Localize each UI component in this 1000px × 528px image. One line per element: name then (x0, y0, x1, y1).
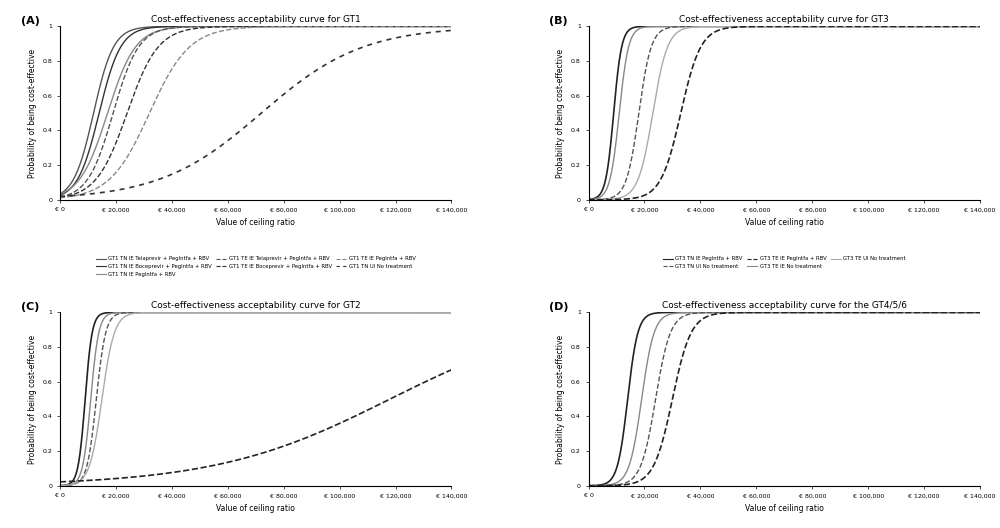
Y-axis label: Probability of being cost-effective: Probability of being cost-effective (556, 335, 565, 464)
X-axis label: Value of ceiling ratio: Value of ceiling ratio (745, 218, 824, 227)
Title: Cost-effectiveness acceptability curve for the GT4/5/6: Cost-effectiveness acceptability curve f… (662, 301, 907, 310)
Text: (D): (D) (549, 302, 569, 312)
X-axis label: Value of ceiling ratio: Value of ceiling ratio (216, 504, 295, 513)
Text: (B): (B) (549, 16, 568, 26)
Title: Cost-effectiveness acceptability curve for GT1: Cost-effectiveness acceptability curve f… (151, 15, 361, 24)
X-axis label: Value of ceiling ratio: Value of ceiling ratio (216, 218, 295, 227)
Y-axis label: Probability of being cost-effective: Probability of being cost-effective (28, 335, 37, 464)
X-axis label: Value of ceiling ratio: Value of ceiling ratio (745, 504, 824, 513)
Legend: GT3 TN IE PegIntfa + RBV, GT3 TN UI No treatment, GT3 TE IE PegIntfa + RBV, GT3 : GT3 TN IE PegIntfa + RBV, GT3 TN UI No t… (661, 254, 908, 271)
Y-axis label: Probability of being cost-effective: Probability of being cost-effective (28, 49, 37, 177)
Y-axis label: Probability of being cost-effective: Probability of being cost-effective (556, 49, 565, 177)
Legend: GT1 TN IE Telaprevir + PegIntfa + RBV, GT1 TN IE Boceprevir + PegIntfa + RBV, GT: GT1 TN IE Telaprevir + PegIntfa + RBV, G… (94, 254, 418, 279)
Title: Cost-effectiveness acceptability curve for GT2: Cost-effectiveness acceptability curve f… (151, 301, 361, 310)
Text: (A): (A) (21, 16, 40, 26)
Text: (C): (C) (21, 302, 39, 312)
Title: Cost-effectiveness acceptability curve for GT3: Cost-effectiveness acceptability curve f… (679, 15, 889, 24)
